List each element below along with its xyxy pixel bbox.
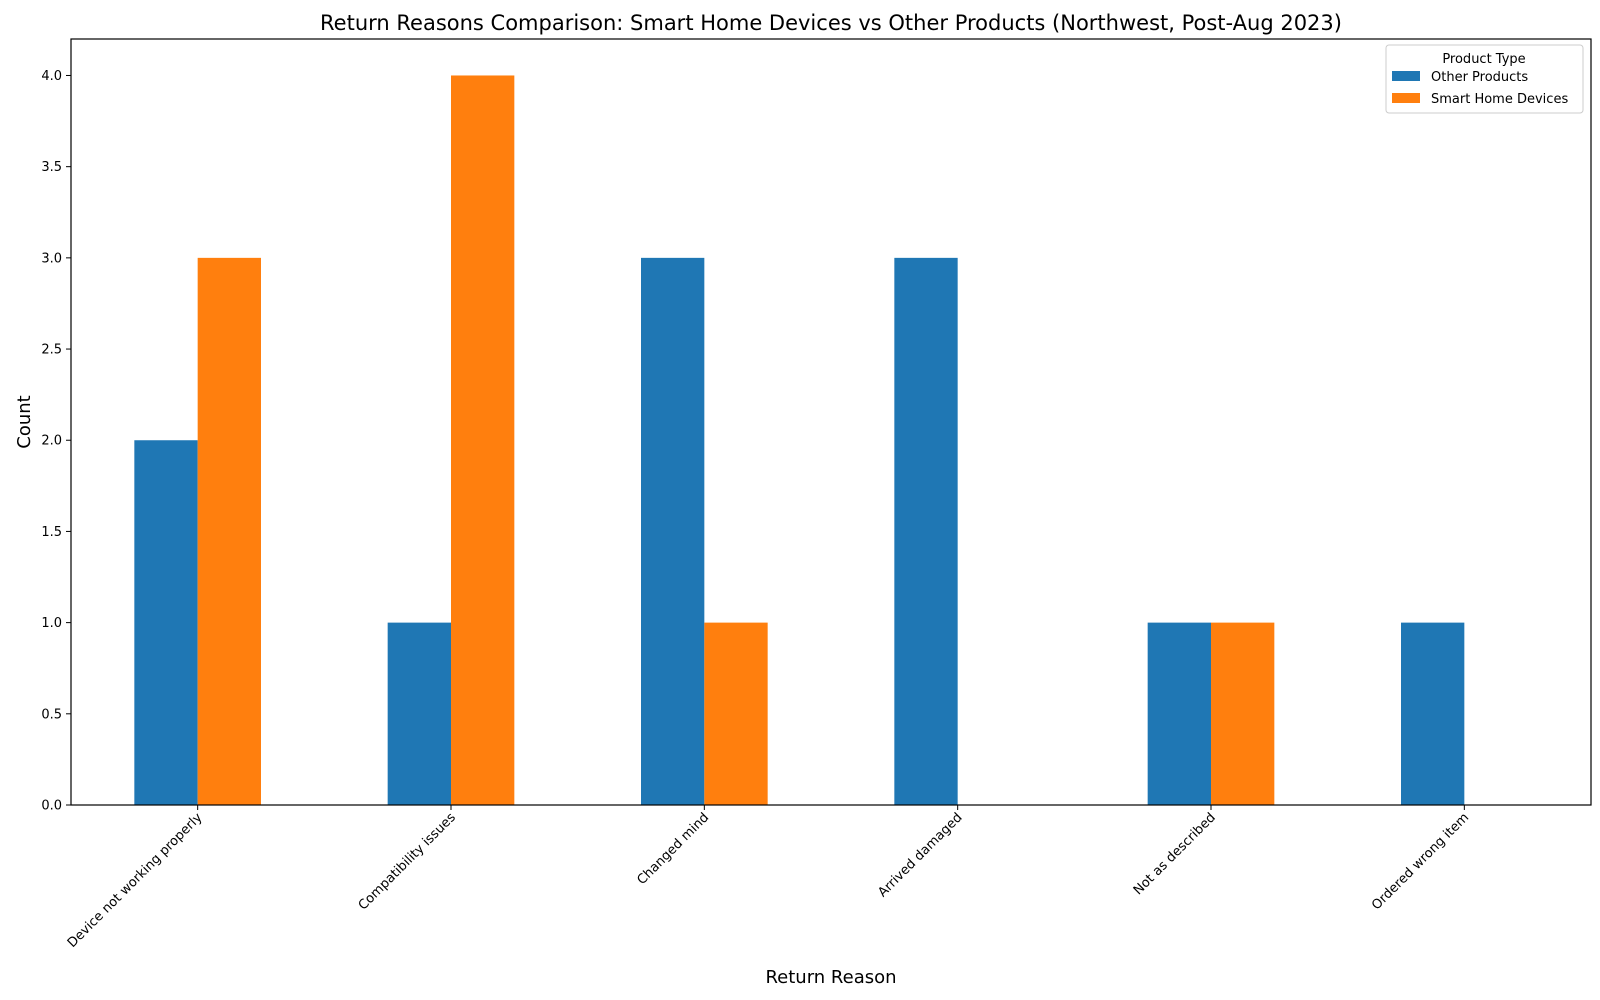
chart-title: Return Reasons Comparison: Smart Home De… <box>320 11 1342 35</box>
legend-label: Smart Home Devices <box>1431 92 1568 107</box>
legend-swatch <box>1392 71 1420 81</box>
y-tick-label: 3.5 <box>41 160 62 175</box>
bar-other-products-3 <box>894 257 958 805</box>
bar-other-products-2 <box>641 257 705 805</box>
x-tick-label: Changed mind <box>634 810 712 888</box>
y-tick-label: 4.0 <box>41 69 62 84</box>
y-tick-label: 0.5 <box>41 707 62 722</box>
y-tick-label: 1.0 <box>41 616 62 631</box>
x-tick-label: Device not working properly <box>65 810 206 951</box>
legend-swatch <box>1392 93 1420 103</box>
x-tick-label: Ordered wrong item <box>1369 810 1472 913</box>
y-tick-label: 2.0 <box>41 434 62 449</box>
legend-title: Product Type <box>1442 52 1525 67</box>
x-tick-label: Not as described <box>1131 810 1219 898</box>
bar-other-products-0 <box>134 440 198 805</box>
legend-frame <box>1385 44 1584 114</box>
bar-smart-home-devices-2 <box>704 622 768 805</box>
bar-other-products-4 <box>1147 622 1211 805</box>
y-tick-label: 1.5 <box>41 525 62 540</box>
legend-items: Other Products Smart Home Devices <box>1392 70 1568 107</box>
y-tick-label: 3.0 <box>41 251 62 266</box>
bar-other-products-1 <box>387 622 451 805</box>
legend: Product Type Other Products Smart Home De… <box>1385 44 1584 114</box>
bar-smart-home-devices-0 <box>197 257 261 805</box>
plot-area-frame <box>70 38 1592 806</box>
bar-smart-home-devices-4 <box>1211 622 1275 805</box>
bar-other-products-5 <box>1401 622 1465 805</box>
y-axis-label: Count <box>14 395 35 448</box>
y-tick-label: 2.5 <box>41 343 62 358</box>
legend-label: Other Products <box>1431 70 1528 85</box>
x-tick-label: Arrived damaged <box>875 810 965 900</box>
x-axis: Device not working properly Compatibility… <box>65 805 1472 951</box>
x-tick-label: Compatibility issues <box>356 810 459 913</box>
x-axis-label: Return Reason <box>765 967 896 988</box>
bar-smart-home-devices-1 <box>451 75 515 805</box>
y-tick-label: 0.0 <box>41 799 62 814</box>
bars-layer <box>134 75 1465 805</box>
y-axis: 0.0 0.5 1.0 1.5 2.0 2.5 3.0 3.5 4.0 <box>41 69 71 814</box>
